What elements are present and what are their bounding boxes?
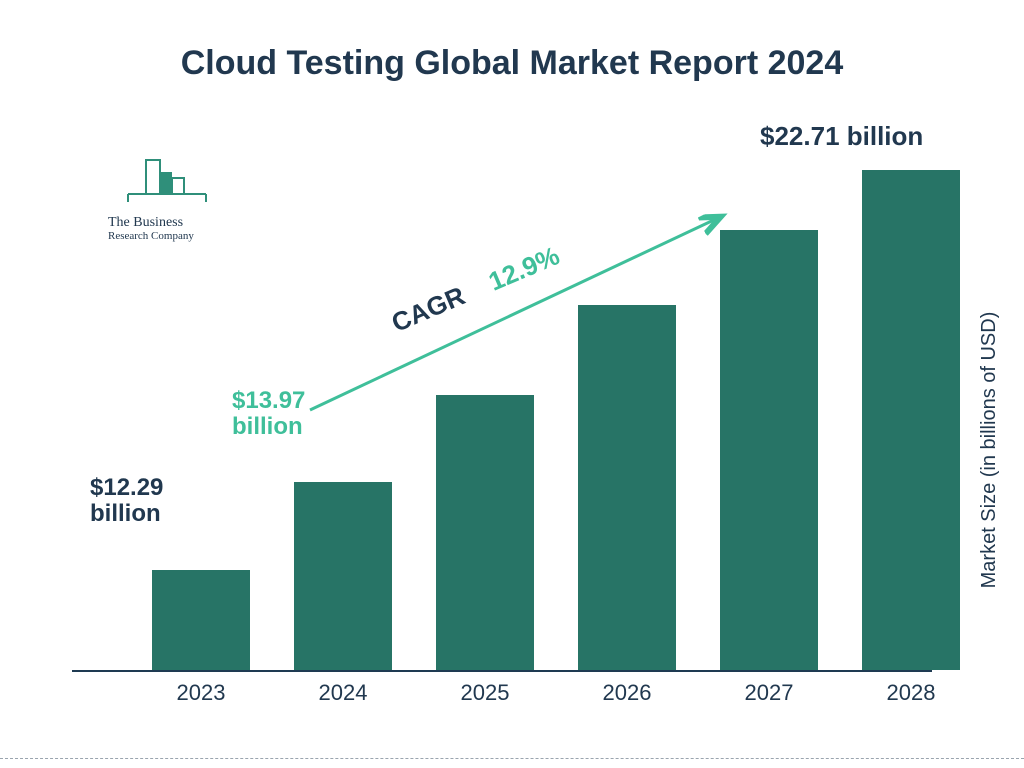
growth-arrow bbox=[0, 0, 1024, 768]
page: Cloud Testing Global Market Report 2024 … bbox=[0, 0, 1024, 768]
bottom-divider bbox=[0, 758, 1024, 759]
